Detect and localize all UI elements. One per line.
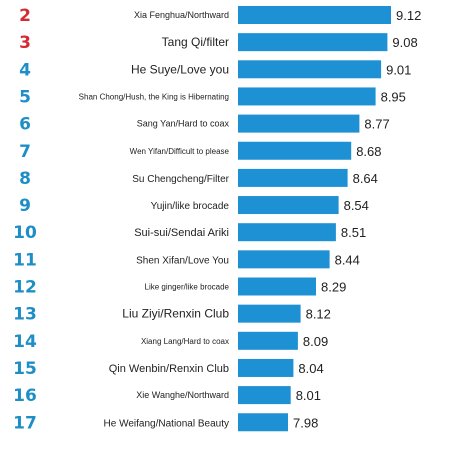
bar [238,168,348,187]
chart-row: 8 Su Chengcheng/Filter 8.64 [19,168,378,189]
category-label: Wen Yifan/Difficult to please [130,147,230,156]
bar [238,33,388,52]
value-label: 9.01 [386,62,411,77]
value-label: 8.29 [321,280,346,295]
bar [238,114,360,133]
rank-number: 13 [13,305,37,325]
chart-row: 9 Yujin/like brocade 8.54 [19,196,369,216]
category-label: Xie Wanghe/Northward [136,390,229,400]
chart-row: 5 Shan Chong/Hush, the King is Hibernatin… [19,87,406,107]
rank-number: 5 [19,87,31,107]
category-label: Shan Chong/Hush, the King is Hibernating [79,92,229,101]
bar [238,277,316,296]
rank-number: 9 [19,196,31,216]
value-label: 8.77 [364,117,389,132]
rank-number: 2 [19,6,31,26]
rank-number: 17 [13,413,37,433]
bar [238,141,352,160]
bar [238,60,382,79]
value-label: 8.44 [335,252,360,267]
bar [238,223,336,242]
value-label: 7.98 [293,415,318,430]
bar [238,6,391,24]
value-label: 9.08 [392,35,417,50]
bar [238,358,294,377]
chart-row: 11 Shen Xifan/Love You 8.44 [13,250,360,270]
value-label: 8.09 [303,334,328,349]
chart-row: 16 Xie Wanghe/Northward 8.01 [13,386,321,406]
value-label: 8.51 [341,225,366,240]
category-label: Like ginger/like brocade [145,283,230,292]
value-label: 8.64 [353,171,378,186]
category-label: He Suye/Love you [131,62,229,76]
chart-row: 12 Like ginger/like brocade 8.29 [13,277,346,298]
value-label: 8.54 [344,198,369,213]
rank-number: 8 [19,169,31,189]
category-label: Su Chengcheng/Filter [132,174,229,185]
bar [238,386,291,405]
value-label: 8.04 [298,361,323,376]
category-label: Shen Xifan/Love You [136,255,229,266]
category-label: Sui-sui/Sendai Ariki [134,227,229,239]
bar [238,331,298,350]
rank-number: 11 [13,250,37,270]
value-label: 8.68 [356,144,381,159]
bar [238,250,330,269]
chart-row: 2 Xia Fenghua/Northward 9.12 [19,6,421,26]
category-label: Qin Wenbin/Renxin Club [109,363,229,375]
bar [238,87,376,106]
value-label: 8.95 [381,89,406,104]
chart-row: 14 Xiang Lang/Hard to coax 8.09 [13,331,328,352]
category-label: Xiang Lang/Hard to coax [141,337,229,346]
chart-row: 10 Sui-sui/Sendai Ariki 8.51 [13,223,366,243]
rank-number: 6 [19,115,31,135]
category-label: Yujin/like brocade [151,201,230,212]
chart-rows: 2 Xia Fenghua/Northward 9.12 3 Tang Qi/filte… [13,6,421,433]
category-label: Liu Ziyi/Renxin Club [122,307,229,321]
bar [238,196,339,215]
bar [238,413,288,432]
value-label: 8.01 [296,388,321,403]
value-label: 9.12 [396,8,421,23]
chart-row: 6 Sang Yan/Hard to coax 8.77 [19,114,390,135]
rank-number: 10 [13,223,37,243]
category-label: Xia Fenghua/Northward [134,10,229,20]
rank-number: 12 [13,278,37,298]
chart-row: 4 He Suye/Love you 9.01 [19,60,411,80]
category-label: Sang Yan/Hard to coax [137,119,230,129]
rank-number: 16 [13,386,37,406]
rank-number: 15 [13,359,37,379]
category-label: Tang Qi/filter [162,35,229,49]
chart-row: 15 Qin Wenbin/Renxin Club 8.04 [13,358,324,379]
bar [238,304,301,323]
value-label: 8.12 [306,307,331,322]
chart-row: 7 Wen Yifan/Difficult to please 8.68 [19,141,382,162]
chart-row: 13 Liu Ziyi/Renxin Club 8.12 [13,304,331,325]
chart-row: 3 Tang Qi/filter 9.08 [19,33,418,53]
rank-number: 14 [13,332,37,352]
rank-number: 4 [19,60,31,80]
chart-row: 17 He Weifang/National Beauty 7.98 [13,413,318,433]
rank-number: 7 [19,142,31,162]
category-label: He Weifang/National Beauty [104,418,229,429]
rank-number: 3 [19,33,31,53]
